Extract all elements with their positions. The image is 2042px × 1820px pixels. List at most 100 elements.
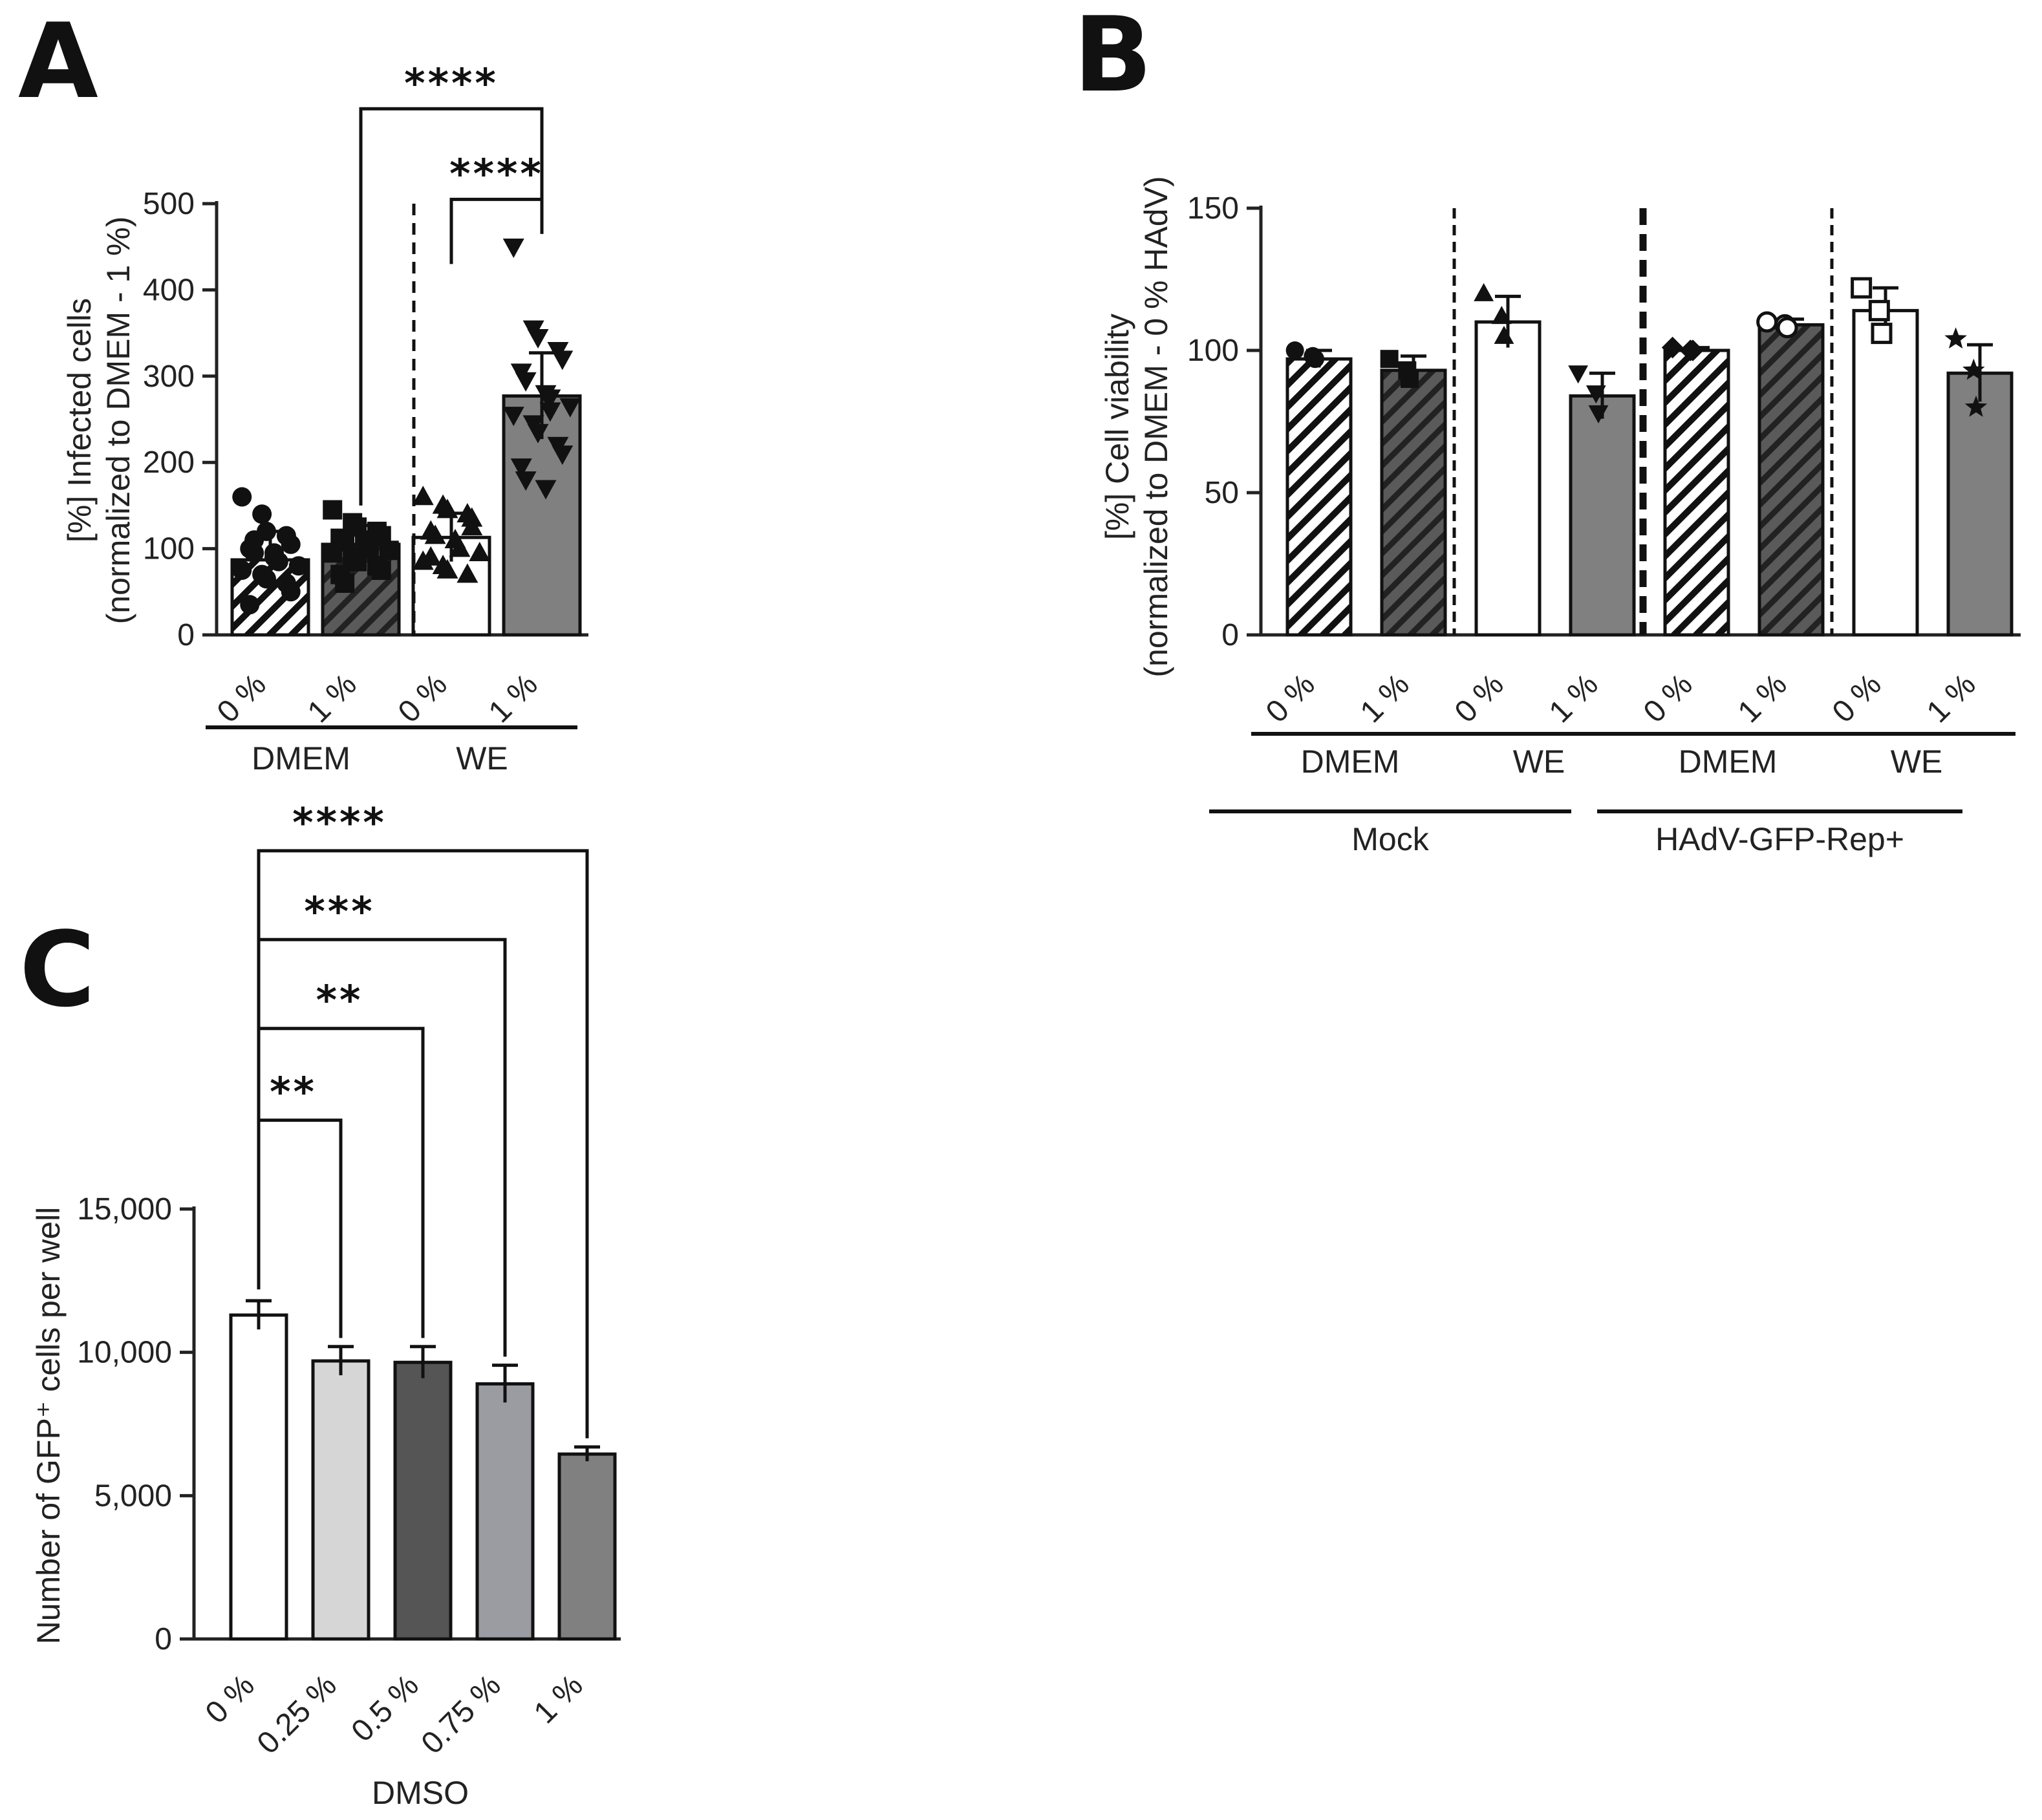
y-tick-label: 15,000 [77, 1192, 172, 1226]
data-point [552, 350, 574, 370]
y-tick-label: 50 [1205, 476, 1239, 510]
x-tick-label: 1 % [1354, 667, 1416, 729]
y-tick-label: 5,000 [94, 1479, 172, 1513]
y-tick-label: 100 [1187, 334, 1239, 368]
data-point [539, 389, 561, 409]
supergroup-label: Mock [1351, 821, 1429, 857]
x-tick-label: 1 % [482, 667, 544, 729]
significance-bracket [359, 107, 544, 506]
data-point [1474, 283, 1494, 301]
significance-bracket [257, 849, 589, 1439]
y-tick-label: 10,000 [77, 1336, 172, 1370]
significance-bracket [257, 937, 507, 1357]
x-tick-label: 0 % [1448, 667, 1510, 729]
bar [1946, 371, 2014, 637]
y-tick-label: 0 [155, 1622, 172, 1656]
y-tick-label: 300 [143, 359, 195, 394]
x-tick-label: 0 % [1637, 667, 1699, 729]
y-tick-label: 0 [1221, 618, 1239, 652]
data-point [232, 560, 252, 580]
significance-bracket [257, 1119, 343, 1338]
data-point [1851, 277, 1873, 299]
significance-label: *** [304, 888, 374, 935]
data-point [539, 402, 561, 422]
data-point [552, 445, 574, 466]
x-tick-label: 0 % [211, 667, 273, 729]
data-point [510, 458, 532, 478]
data-point [347, 551, 367, 572]
panel-label-a: A [18, 1, 98, 122]
x-tick-label: 0.25 % [251, 1668, 343, 1761]
x-tick-label: 1 % [528, 1668, 590, 1730]
data-point [535, 480, 557, 500]
y-axis-label: Number of GFP⁺ cells per well [30, 1207, 67, 1645]
bar [502, 394, 582, 637]
data-point [1868, 299, 1890, 321]
data-point [436, 498, 458, 519]
significance-bracket [449, 197, 544, 264]
bar [1474, 320, 1542, 637]
data-point [412, 486, 434, 506]
bar [1569, 394, 1636, 637]
group-label: DMEM [252, 740, 350, 776]
data-point [1756, 311, 1778, 333]
x-tick-label: 0.5 % [345, 1668, 425, 1748]
data-point [240, 595, 260, 615]
chart-panel-a: 0 100 200 300 400 500 0 % 1 % 0 % 1 % [%] Infected… [61, 59, 588, 776]
data-point [1401, 370, 1419, 388]
significance-label: **** [404, 59, 499, 107]
x-tick-label: 1 % [301, 667, 363, 729]
data-point [1588, 405, 1609, 423]
data-point [1944, 327, 1967, 349]
x-axis-label: DMSO [372, 1775, 469, 1811]
data-point [515, 372, 537, 392]
data-point [1682, 339, 1704, 361]
bar [557, 1452, 617, 1641]
data-point [281, 534, 301, 554]
data-point [1491, 306, 1512, 325]
data-point [1776, 317, 1798, 339]
data-point [1661, 336, 1684, 359]
significance-label: ** [316, 977, 363, 1024]
y-tick-label: 150 [1187, 191, 1239, 226]
y-axis-label: (normalized to DMEM - 1 %) [100, 217, 136, 625]
x-tick-label: 0 % [199, 1668, 261, 1730]
data-point [1380, 350, 1399, 369]
data-point [420, 546, 442, 566]
data-point [1285, 341, 1304, 359]
y-tick-label: 0 [177, 618, 195, 652]
data-point [323, 500, 343, 520]
data-point [1585, 385, 1606, 404]
data-point [1494, 325, 1514, 344]
data-point [1962, 358, 1985, 380]
data-point [1568, 365, 1589, 384]
significance-label: **** [449, 150, 544, 197]
data-point [232, 487, 252, 507]
x-tick-label: 0 % [1826, 667, 1888, 729]
bar [1285, 357, 1353, 637]
x-tick-label: 0 % [1260, 667, 1322, 729]
x-tick-label: 1 % [1920, 667, 1983, 729]
data-point [1306, 350, 1324, 369]
data-point [527, 423, 549, 444]
bar [1852, 308, 1919, 637]
data-point [323, 543, 343, 563]
data-point [244, 530, 264, 550]
bar [1757, 323, 1825, 637]
chart-panel-c: 0 5,000 10,000 15,000 0 %0.25 % 0.5 %0.75 % 1 … [30, 799, 621, 1811]
x-tick-label: 0.75 % [415, 1668, 508, 1761]
significance-label: ** [270, 1069, 317, 1116]
data-point [371, 560, 391, 580]
group-label: WE [1513, 744, 1565, 780]
bar [311, 1359, 371, 1641]
y-tick-label: 100 [143, 532, 195, 566]
x-tick-label: 0 % [392, 667, 454, 729]
group-label: WE [456, 740, 508, 776]
bar [1380, 369, 1447, 637]
y-axis-label: [%] Infected cells [61, 298, 98, 542]
data-point [264, 543, 284, 563]
data-point [257, 569, 276, 589]
data-point [469, 542, 491, 562]
chart-panel-b: 0 50 100 150 0 % 1 % 0 % 1 % 0 % 1 % 0 % 1 % [%] Cel… [1099, 176, 2021, 857]
